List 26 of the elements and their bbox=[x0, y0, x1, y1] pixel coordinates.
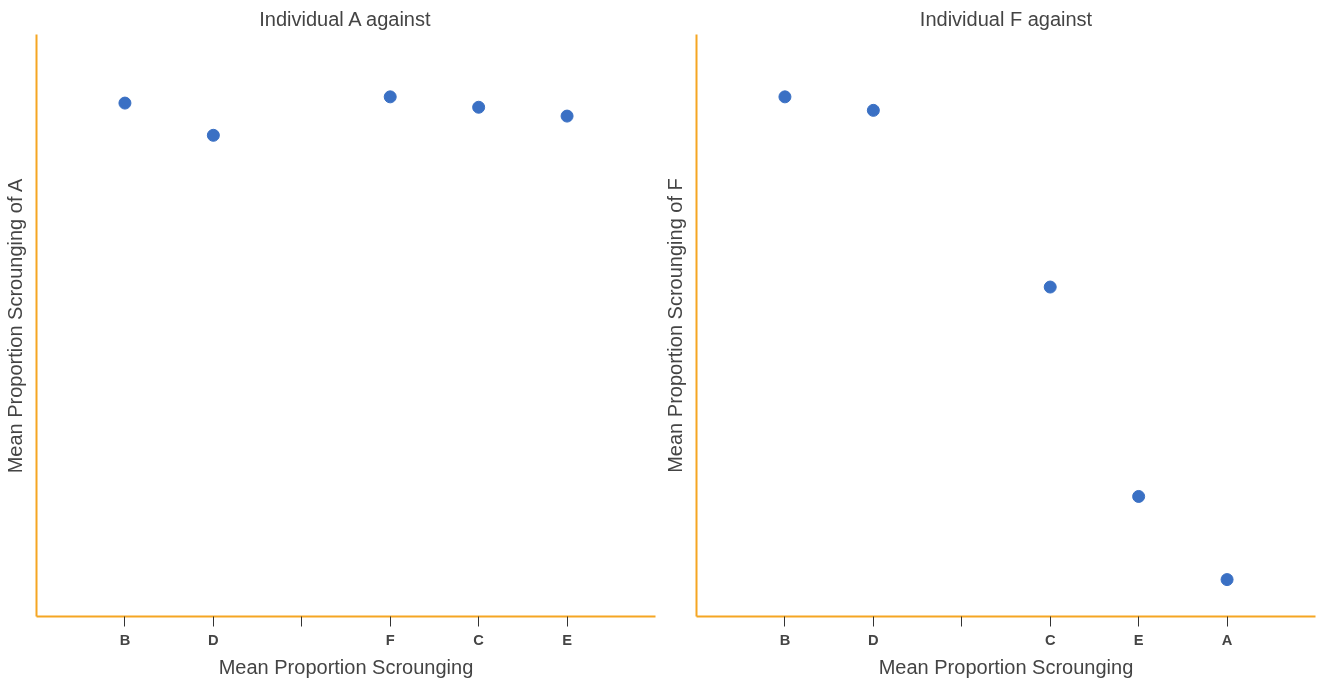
point bbox=[206, 128, 220, 142]
x-tick-label: D bbox=[868, 631, 879, 648]
x-tick-label: C bbox=[473, 631, 485, 648]
point bbox=[383, 90, 397, 104]
x-tick-label: F bbox=[385, 631, 395, 648]
x-tick-label: A bbox=[1221, 631, 1233, 648]
x-tick-label: C bbox=[1044, 631, 1056, 648]
x-tick-label: B bbox=[119, 631, 131, 648]
point bbox=[560, 109, 574, 123]
x-tick-label: D bbox=[208, 631, 219, 648]
point bbox=[118, 96, 132, 110]
chart-title: Individual A against bbox=[259, 7, 431, 30]
point bbox=[1043, 280, 1057, 294]
x-tick-label: E bbox=[1133, 631, 1144, 648]
point bbox=[866, 103, 880, 117]
x-axis-title: Mean Proportion Scrounging bbox=[878, 655, 1134, 678]
chart-title: Individual F against bbox=[919, 7, 1093, 30]
point bbox=[1132, 489, 1146, 503]
y-axis-title: Mean Proportion Scrounging of F bbox=[663, 178, 686, 473]
x-tick-label: E bbox=[562, 631, 573, 648]
y-axis-title: Mean Proportion Scrounging of A bbox=[3, 178, 26, 474]
point bbox=[778, 90, 792, 104]
point bbox=[472, 100, 486, 114]
point bbox=[1220, 573, 1234, 587]
x-tick-label: B bbox=[779, 631, 791, 648]
x-axis-title: Mean Proportion Scrounging bbox=[218, 655, 474, 678]
